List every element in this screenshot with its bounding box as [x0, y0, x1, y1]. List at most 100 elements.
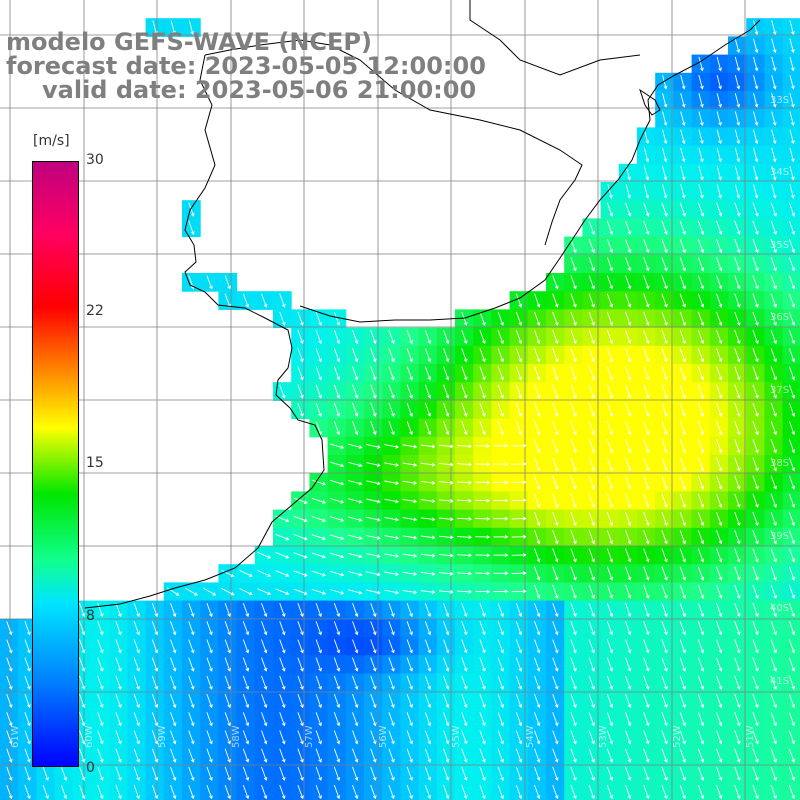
wind-arrow — [662, 147, 668, 163]
wind-arrow — [352, 329, 359, 345]
wind-arrow — [643, 311, 650, 326]
wind-arrow — [607, 184, 613, 199]
wind-arrow — [570, 293, 577, 308]
wind-arrow — [698, 165, 704, 181]
wind-arrow — [788, 311, 796, 326]
wind-arrow — [788, 220, 796, 235]
wind-arrow — [752, 293, 759, 308]
wind-arrow — [679, 275, 686, 290]
wind-arrow — [753, 93, 759, 108]
wind-arrow — [734, 38, 741, 54]
wind-arrow — [788, 238, 796, 254]
wind-arrow — [788, 275, 796, 290]
wind-arrow — [716, 184, 722, 199]
wind-arrow — [697, 311, 705, 326]
wind-arrow — [588, 220, 595, 235]
wind-arrow — [643, 165, 650, 181]
wind-arrow — [606, 257, 614, 272]
wind-arrow — [716, 202, 723, 217]
wind-arrow — [388, 329, 395, 345]
wind-arrow — [770, 202, 777, 217]
wind-arrow — [734, 165, 741, 181]
wind-arrow — [698, 129, 704, 145]
wind-arrow — [770, 293, 777, 308]
wind-arrow — [697, 293, 705, 308]
wind-arrow — [734, 74, 741, 90]
wind-arrow — [643, 293, 650, 308]
lat-label: 41S — [770, 676, 790, 687]
wind-speed-cell — [782, 327, 800, 347]
colorbar-tick-8: 8 — [86, 608, 95, 624]
lon-label: 58W — [231, 725, 242, 748]
wind-arrow — [770, 275, 777, 290]
wind-arrow — [297, 311, 304, 326]
wind-arrow — [716, 311, 723, 326]
wind-arrow — [661, 275, 668, 290]
lat-label: 35S — [770, 240, 790, 251]
wind-arrow — [588, 311, 595, 326]
wind-arrow — [643, 329, 650, 345]
wind-arrow — [479, 329, 486, 345]
wind-arrow — [716, 293, 723, 308]
wind-arrow — [679, 238, 686, 254]
wind-arrow — [515, 311, 523, 326]
wind-speed-cell — [782, 509, 800, 529]
wind-arrow — [315, 329, 322, 345]
wind-arrow — [734, 220, 741, 235]
wind-arrow — [698, 74, 704, 90]
lon-label: 60W — [84, 725, 95, 748]
wind-speed-cell — [782, 254, 800, 274]
wind-arrow — [734, 129, 741, 145]
wind-arrow — [662, 93, 668, 108]
wind-arrow — [752, 220, 759, 235]
wind-arrow — [588, 293, 595, 308]
lat-label: 37S — [770, 385, 790, 396]
wind-arrow — [188, 20, 195, 35]
wind-arrow — [643, 129, 650, 145]
wind-arrow — [698, 184, 704, 199]
wind-arrow — [788, 202, 796, 217]
wind-arrow — [697, 238, 705, 254]
wind-speed-cell — [782, 91, 800, 110]
wind-arrow — [753, 165, 759, 181]
wind-arrow — [461, 329, 468, 345]
wind-speed-cell — [782, 36, 800, 56]
wind-arrow — [625, 184, 631, 199]
wind-arrow — [734, 293, 741, 308]
wind-speed-cell — [782, 364, 800, 383]
wind-arrow — [188, 202, 195, 217]
wind-arrow — [661, 238, 668, 254]
wind-arrow — [770, 257, 777, 272]
wind-arrow — [515, 293, 523, 308]
wind-arrow — [552, 329, 559, 345]
lon-label: 52W — [672, 725, 683, 748]
wind-arrow — [771, 74, 777, 90]
wind-arrow — [716, 56, 722, 72]
wind-arrow — [789, 184, 795, 199]
wind-arrow — [734, 93, 741, 108]
wind-arrow — [771, 93, 777, 108]
wind-arrow — [643, 238, 650, 254]
wind-speed-cell — [782, 582, 800, 602]
wind-arrow — [753, 111, 759, 126]
wind-speed-cell — [782, 18, 800, 37]
wind-arrow — [643, 257, 650, 272]
wind-arrow — [170, 20, 176, 35]
wind-arrow — [643, 147, 650, 163]
wind-arrow — [333, 311, 341, 326]
wind-arrow — [734, 257, 741, 272]
wind-speed-cell — [782, 54, 800, 74]
wind-arrow — [734, 238, 741, 254]
lat-label: 39S — [770, 531, 790, 542]
wind-arrow — [680, 129, 686, 145]
wind-arrow — [497, 311, 504, 326]
wind-arrow — [789, 129, 795, 145]
wind-arrow — [206, 275, 213, 290]
wind-arrow — [606, 275, 614, 290]
wind-arrow — [680, 111, 686, 126]
wind-arrow — [570, 257, 577, 272]
wind-arrow — [771, 38, 777, 54]
wind-arrow — [698, 93, 704, 108]
wind-arrow — [734, 275, 741, 290]
lat-label: 34S — [770, 167, 790, 178]
